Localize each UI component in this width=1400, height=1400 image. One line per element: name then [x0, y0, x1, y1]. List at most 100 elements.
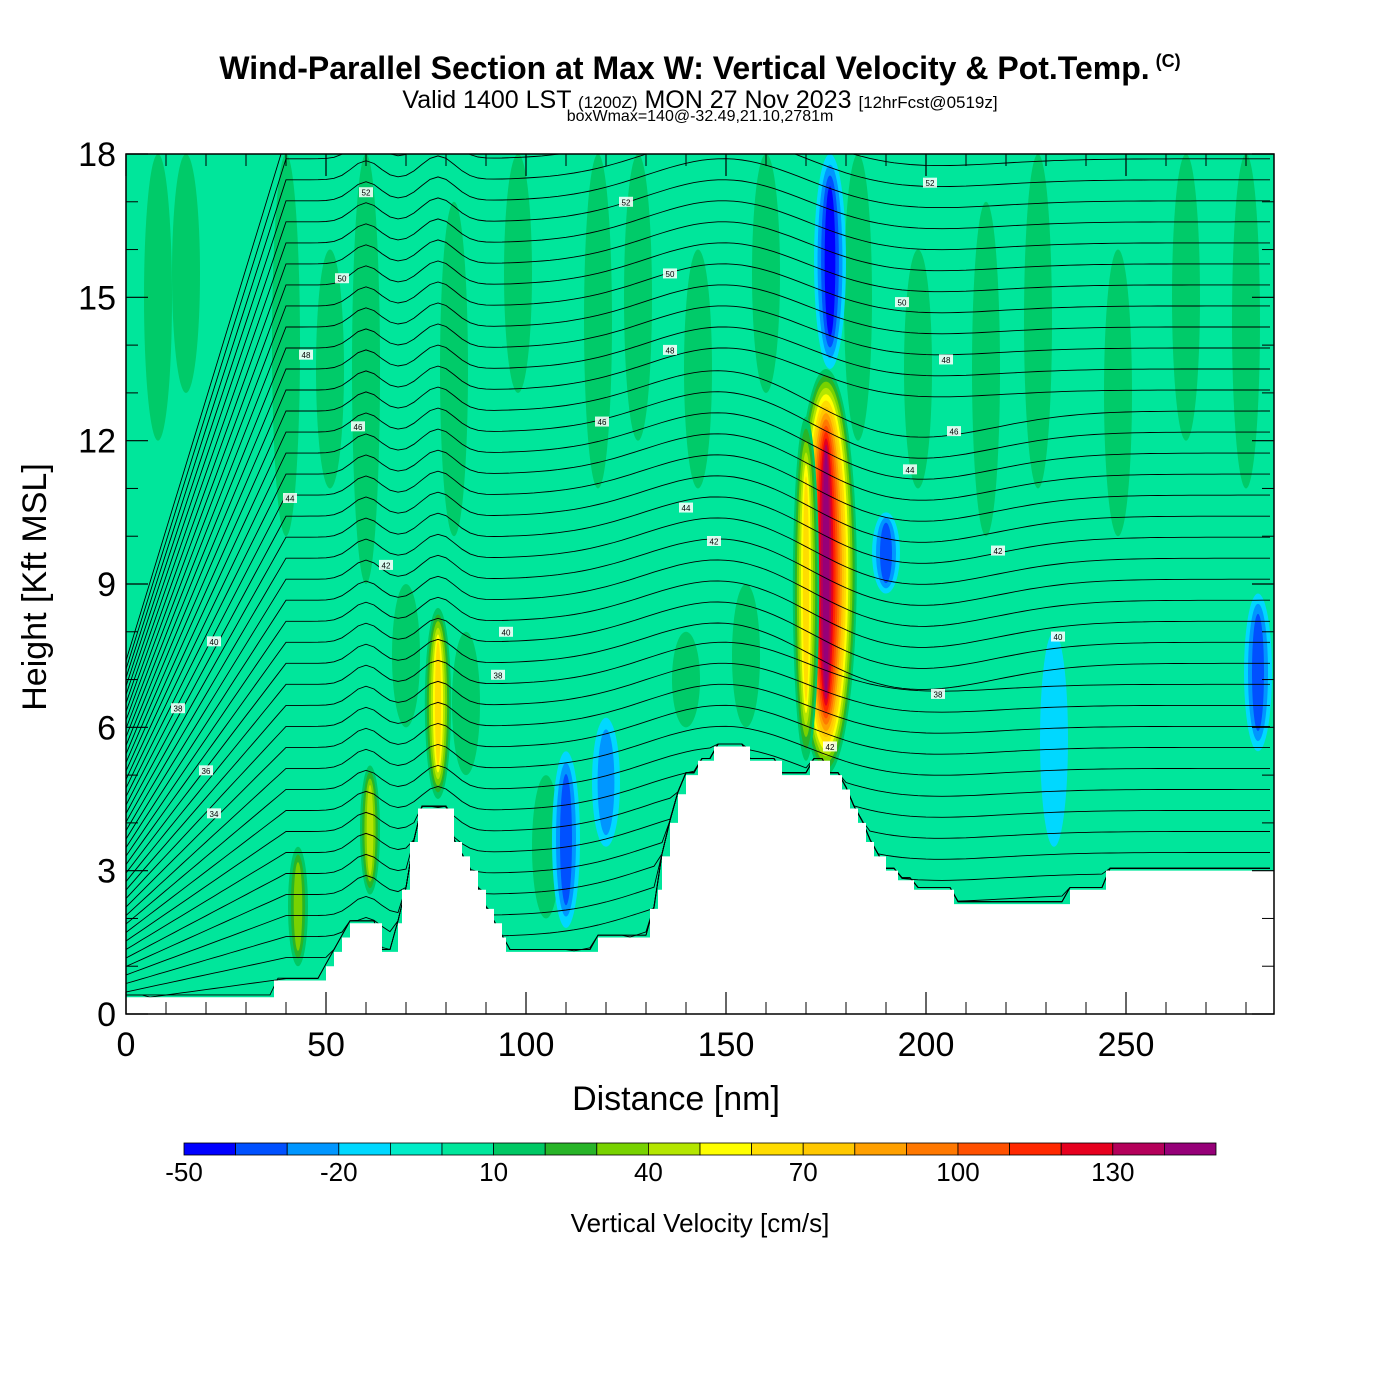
y-tick-label: 18	[78, 136, 116, 174]
contour-label: 46	[354, 423, 363, 432]
contour-label-bg	[283, 493, 297, 503]
contour-label: 52	[926, 179, 935, 188]
colorbar-swatch	[441, 1142, 494, 1156]
y-tick-label: 0	[97, 996, 116, 1034]
chart-title-text: Wind-Parallel Section at Max W: Vertical…	[219, 50, 1150, 86]
velocity-cell	[560, 773, 572, 906]
updraft-band	[316, 249, 344, 489]
contour-label: 38	[174, 705, 183, 714]
x-tick-label: 200	[898, 1026, 955, 1064]
contour-label: 38	[934, 690, 943, 699]
updraft-band	[904, 249, 932, 489]
updraft-band	[752, 154, 780, 393]
contour-label-bg	[619, 196, 633, 207]
updraft-band	[392, 584, 420, 728]
colorbar-swatch	[235, 1142, 288, 1156]
updraft-band	[1104, 249, 1132, 537]
theta-contour	[126, 158, 1270, 687]
contour-label: 48	[942, 356, 951, 365]
updraft-band	[844, 154, 872, 441]
colorbar-tick-label: 130	[1091, 1157, 1134, 1187]
updraft-band	[1024, 154, 1052, 489]
colorbar-swatch	[286, 1142, 340, 1156]
theta-contour	[126, 433, 1270, 797]
colorbar-swatch	[802, 1142, 856, 1156]
theta-contour	[126, 683, 1270, 899]
theta-contour	[126, 305, 1270, 746]
colorbar-swatch	[493, 1142, 546, 1156]
contour-label: 46	[598, 418, 607, 427]
contour-label-bg	[351, 421, 365, 432]
velocity-cell	[824, 186, 836, 337]
colorbar-tick-label: 40	[634, 1157, 663, 1187]
updraft-band	[1172, 154, 1200, 441]
theta-contour	[126, 370, 1270, 772]
contour-label: 38	[494, 671, 503, 680]
contour-label-bg	[939, 354, 953, 365]
contour-label: 40	[1054, 633, 1063, 642]
theta-contour	[126, 326, 1270, 755]
velocity-cell	[434, 640, 442, 766]
updraft-band	[452, 631, 480, 776]
contour-label: 40	[210, 638, 219, 647]
contour-label: 50	[898, 299, 907, 308]
theta-contour	[126, 179, 1270, 695]
x-tick-label: 150	[698, 1026, 755, 1064]
y-tick-label: 3	[97, 853, 116, 891]
contour-label: 52	[362, 189, 371, 198]
updraft-band	[172, 154, 200, 393]
y-tick-label: 12	[78, 423, 116, 461]
contour-label-bg	[931, 688, 945, 699]
updraft-band	[584, 154, 612, 489]
theta-contour	[126, 154, 1270, 678]
contour-label: 44	[682, 504, 691, 513]
updraft-band	[1232, 154, 1260, 489]
chart-title-line: Wind-Parallel Section at Max W: Vertical…	[0, 50, 1400, 87]
contour-label-bg	[171, 703, 185, 714]
colorbar-swatch	[1112, 1142, 1165, 1156]
theta-contour	[126, 622, 1270, 874]
velocity-cell	[822, 450, 830, 694]
colorbar-label: Vertical Velocity [cm/s]	[571, 1208, 830, 1238]
theta-contour	[126, 743, 1270, 925]
theta-contour	[126, 154, 1270, 670]
contour-label: 42	[382, 561, 391, 570]
theta-contour	[126, 601, 1270, 865]
theta-contour	[126, 641, 1270, 882]
updraft-band	[672, 631, 700, 728]
contour-label: 48	[302, 351, 311, 360]
colorbar-swatch	[338, 1142, 391, 1156]
contour-label: 34	[210, 810, 219, 819]
contour-label-bg	[1051, 631, 1065, 642]
colorbar-swatch	[648, 1142, 701, 1156]
contour-label-bg	[359, 187, 373, 198]
colorbar-swatch	[854, 1142, 907, 1156]
theta-contour	[126, 725, 1270, 916]
theta-contour	[126, 200, 1270, 704]
contour-label-bg	[499, 626, 513, 637]
contour-label-bg	[379, 559, 393, 570]
x-tick-label: 50	[307, 1026, 345, 1064]
contour-label-bg	[663, 268, 677, 279]
theta-contour	[126, 412, 1270, 789]
colorbar-tick-label: 10	[479, 1157, 508, 1187]
velocity-cell	[1252, 613, 1264, 731]
theta-contour	[126, 391, 1270, 780]
colorbar-swatch	[751, 1142, 804, 1156]
contour-label-bg	[595, 416, 609, 427]
contour-label-bg	[991, 545, 1005, 556]
y-tick-label: 15	[78, 279, 116, 317]
contour-label: 48	[666, 346, 675, 355]
contour-label: 42	[826, 743, 835, 752]
contour-label: 36	[202, 767, 211, 776]
forecast-info: [12hrFcst@0519z]	[858, 93, 998, 112]
terrain	[126, 746, 1274, 1014]
terrain-mask	[126, 746, 1274, 1014]
velocity-cell	[1040, 631, 1068, 847]
contour-label-bg	[923, 177, 937, 188]
colorbar-swatch	[1164, 1142, 1217, 1156]
contour-label: 50	[666, 270, 675, 279]
colorbar-tick-label: -20	[320, 1157, 358, 1187]
